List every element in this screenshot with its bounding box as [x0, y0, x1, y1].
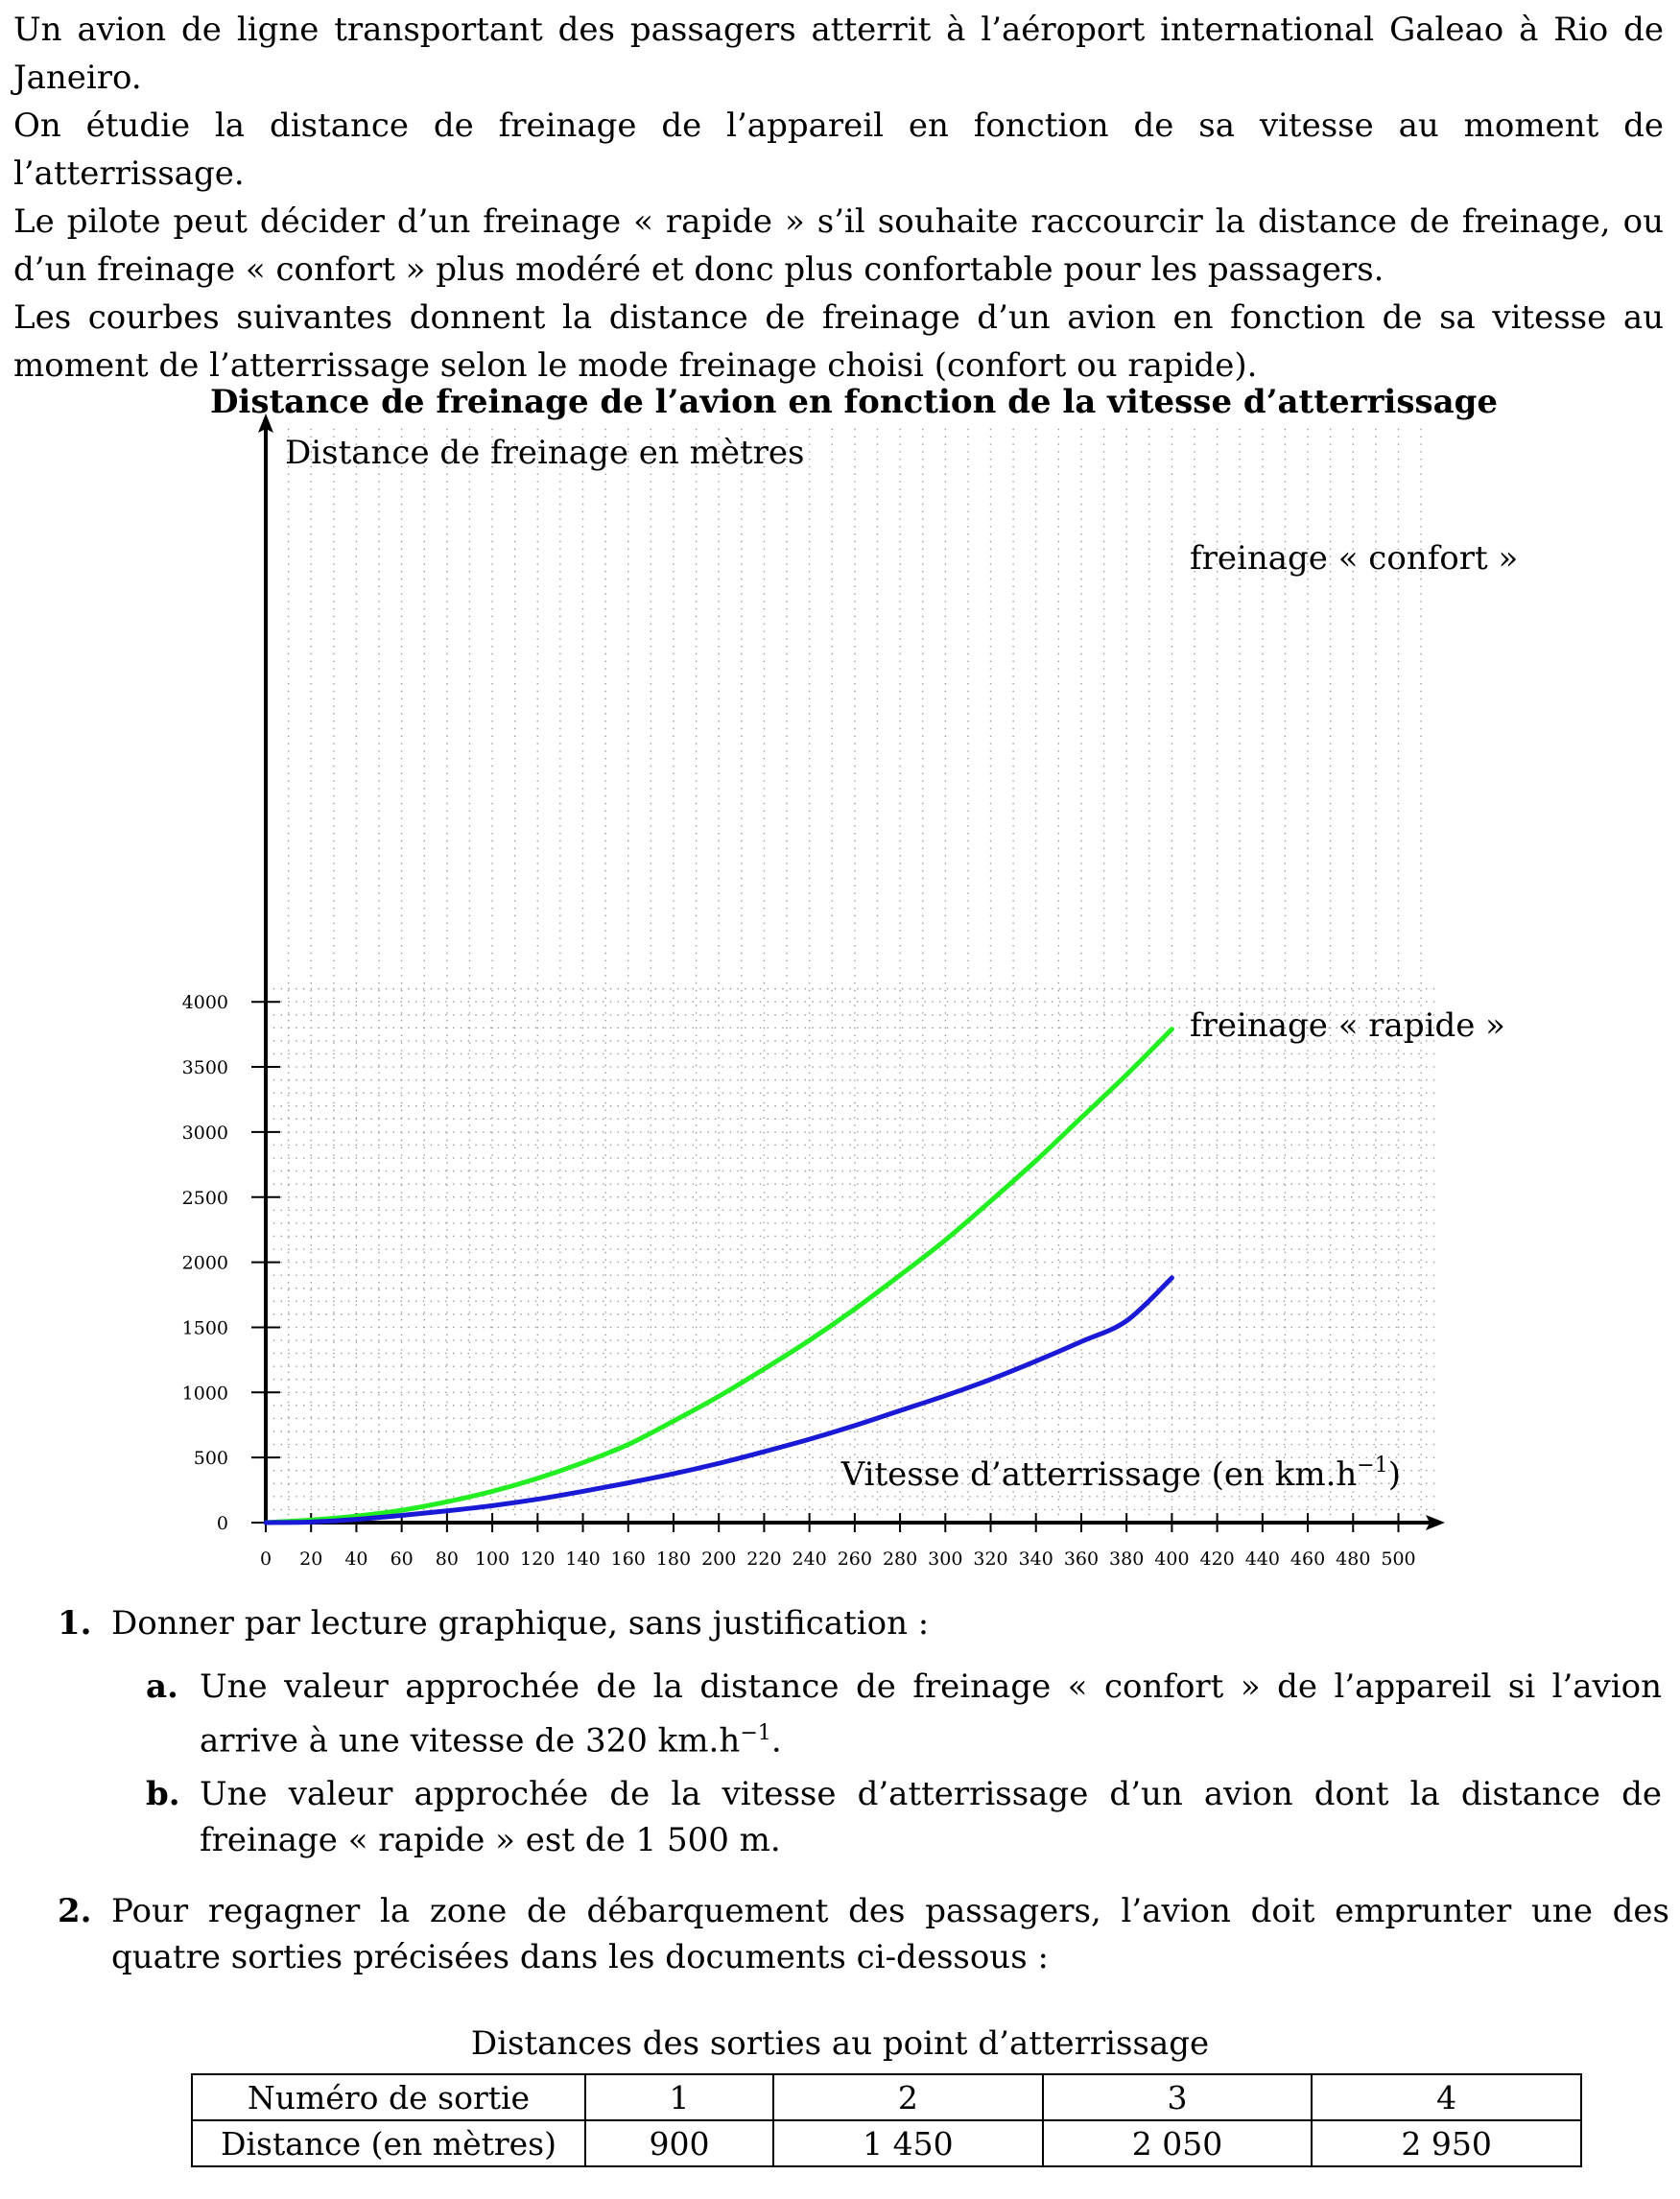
y-axis-arrow [258, 414, 273, 433]
question-1a-text: Une valeur approchée de la distance de f… [200, 1667, 1662, 1761]
y-tick-label: 4000 [182, 992, 228, 1013]
x-tick-label: 380 [1109, 1549, 1144, 1570]
x-tick-label: 500 [1381, 1549, 1415, 1570]
x-tick-label: 260 [838, 1549, 872, 1570]
question-1: 1. Donner par lecture graphique, sans jus… [58, 1600, 1669, 1646]
table-row-distance: Distance (en mètres) 900 1 450 2 050 2 9… [191, 2119, 1582, 2167]
chart-series [263, 1027, 1174, 1525]
x-tick-label: 100 [475, 1549, 509, 1570]
question-1b: b. Une valeur approchée de la vitesse d’… [146, 1771, 1662, 1863]
x-axis-arrow [1426, 1515, 1445, 1530]
x-tick-label: 0 [260, 1549, 272, 1570]
question-1a: a. Une valeur approchée de la distance d… [146, 1664, 1662, 1763]
question-1a-body: Une valeur approchée de la distance de f… [200, 1664, 1662, 1763]
series-label-rapide: freinage « rapide » [1190, 1006, 1505, 1045]
x-tick-label: 400 [1154, 1549, 1189, 1570]
x-axis-label-exponent: −1 [1357, 1454, 1387, 1478]
x-tick-label: 220 [746, 1549, 781, 1570]
y-tick-label: 500 [194, 1448, 228, 1469]
exit-number-cell: 4 [1311, 2073, 1582, 2121]
series-line-rapide [263, 1275, 1174, 1525]
y-tick-label: 1000 [182, 1383, 228, 1404]
distance-cell: 1 450 [772, 2119, 1044, 2167]
distance-cell: 2 050 [1041, 2119, 1313, 2167]
question-1a-end: . [770, 1721, 782, 1761]
distance-cell: 900 [583, 2119, 775, 2167]
question-1-text: Donner par lecture graphique, sans justi… [111, 1604, 930, 1643]
y-tick-label: 2500 [182, 1188, 228, 1209]
exit-number-cell: 2 [772, 2073, 1044, 2121]
x-tick-label: 80 [436, 1549, 459, 1570]
chart-ticks: 0 20 40 60 80 100 120 140 160 180 200 220 240 260 280 3… [182, 992, 1416, 1570]
x-tick-label: 40 [344, 1549, 367, 1570]
y-tick-label: 0 [217, 1513, 228, 1534]
x-axis-label: Vitesse d’atterrissage (en km.h−1) [840, 1454, 1401, 1494]
x-tick-label: 280 [883, 1549, 917, 1570]
x-tick-label: 460 [1290, 1549, 1325, 1570]
chart-grid [265, 425, 1439, 1524]
intro-paragraph-3: Le pilote peut décider d’un freinage « r… [13, 202, 1664, 289]
question-2: 2. Pour regagner la zone de débarquement… [58, 1888, 1669, 1980]
x-axis-label-text: Vitesse d’atterrissage (en km.h [840, 1455, 1358, 1494]
question-2-number: 2. [58, 1892, 92, 1930]
y-tick-label: 3500 [182, 1057, 228, 1078]
x-tick-label: 320 [973, 1549, 1007, 1570]
question-2-text: Pour regagner la zone de débarquement de… [111, 1892, 1669, 1976]
x-tick-label: 440 [1245, 1549, 1280, 1570]
x-tick-label: 240 [793, 1549, 827, 1570]
x-tick-label: 60 [390, 1549, 414, 1570]
x-tick-label: 160 [611, 1549, 646, 1570]
x-tick-label: 20 [299, 1549, 322, 1570]
distance-cell: 2 950 [1311, 2119, 1582, 2167]
row-header-exit-number: Numéro de sortie [191, 2073, 586, 2121]
intro-paragraph-2: On étudie la distance de freinage de l’a… [13, 106, 1664, 193]
x-axis-label-close: ) [1388, 1455, 1401, 1494]
series-label-confort: freinage « confort » [1190, 539, 1518, 578]
question-1a-exponent: −1 [740, 1720, 771, 1745]
x-tick-label: 340 [1019, 1549, 1053, 1570]
intro-text: Un avion de ligne transportant des passa… [13, 6, 1664, 390]
question-1a-label: a. [146, 1667, 178, 1706]
x-tick-label: 360 [1064, 1549, 1099, 1570]
chart-title: Distance de freinage de l’avion en fonct… [210, 383, 1498, 421]
intro-paragraph-1: Un avion de ligne transportant des passa… [13, 11, 1664, 97]
table-row-exit-number: Numéro de sortie 1 2 3 4 [191, 2073, 1582, 2121]
exit-number-cell: 1 [583, 2073, 775, 2121]
intro-paragraph-4: Les courbes suivantes donnent la distanc… [13, 298, 1664, 385]
y-tick-label: 3000 [182, 1123, 228, 1144]
y-tick-label: 1500 [182, 1317, 228, 1338]
x-tick-label: 420 [1199, 1549, 1234, 1570]
braking-distance-chart: 0 20 40 60 80 100 120 140 160 180 200 220 240 260 280 3… [182, 383, 1519, 1570]
x-tick-label: 120 [520, 1549, 555, 1570]
exits-table: Numéro de sortie 1 2 3 4 Distance (en mè… [191, 2073, 1582, 2167]
exit-number-cell: 3 [1041, 2073, 1313, 2121]
question-1b-text: Une valeur approchée de la vitesse d’att… [200, 1775, 1662, 1859]
row-header-distance: Distance (en mètres) [191, 2119, 586, 2167]
x-tick-label: 300 [928, 1549, 962, 1570]
y-tick-label: 2000 [182, 1253, 228, 1274]
question-1-number: 1. [58, 1604, 92, 1643]
table-caption: Distances des sorties au point d’atterri… [470, 2024, 1210, 2063]
x-tick-label: 480 [1336, 1549, 1370, 1570]
x-tick-label: 180 [656, 1549, 691, 1570]
series-line-confort [263, 1027, 1174, 1525]
chart-axes [258, 414, 1445, 1530]
question-1b-label: b. [146, 1775, 180, 1813]
x-tick-label: 200 [701, 1549, 736, 1570]
y-axis-label: Distance de freinage en mètres [285, 434, 804, 472]
x-tick-label: 140 [565, 1549, 600, 1570]
